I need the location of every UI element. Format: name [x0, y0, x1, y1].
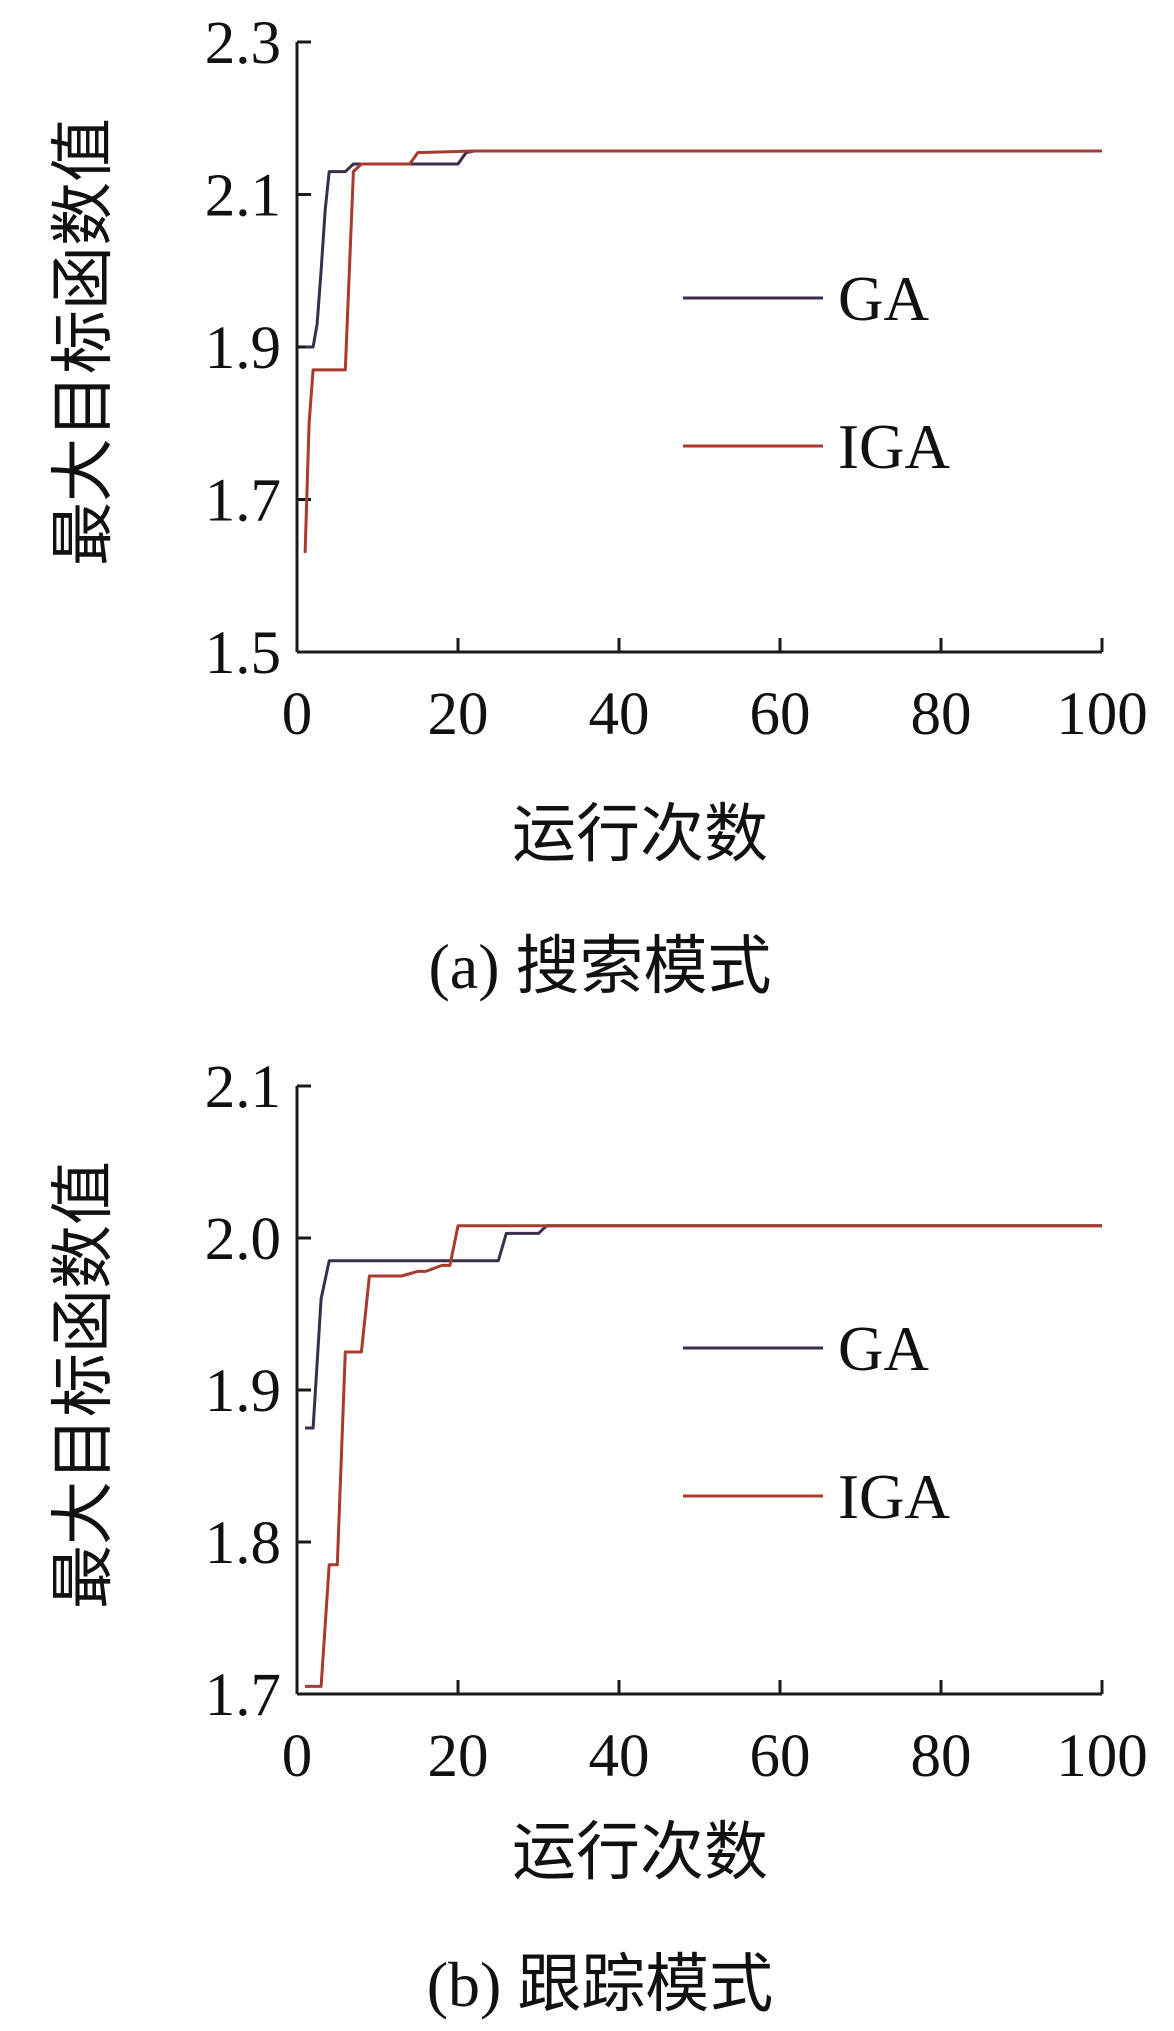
caption-b: (b) 跟踪模式	[427, 1949, 774, 2020]
y-tick-label: 1.7	[205, 468, 281, 535]
legend-label-ga: GA	[838, 1314, 929, 1384]
y-tick-label: 2.1	[205, 163, 281, 230]
series-line-ga-b	[305, 1224, 1102, 1430]
panel-b: 1.7 1.8 1.9 2.0 2.1 0 20 40 60 80 100 GA IGA 运行次数 最大…	[48, 1054, 1148, 2020]
y-tick-label: 1.7	[205, 1662, 281, 1729]
x-tick-label: 60	[750, 681, 811, 748]
y-tick-label: 1.5	[205, 620, 281, 687]
x-tick-label: 40	[589, 681, 650, 748]
x-tick-label: 100	[1056, 1723, 1148, 1790]
y-tick-label: 1.8	[205, 1510, 281, 1577]
x-tick-label: 20	[428, 681, 489, 748]
x-tick-label: 40	[589, 1723, 650, 1790]
x-axis-label-a: 运行次数	[512, 799, 768, 870]
plot-area-a: 1.5 1.7 1.9 2.1 2.3 0 20 40 60 80 100 GA IGA	[205, 10, 1148, 748]
series-line-iga-b	[305, 1224, 1102, 1688]
legend-label-ga: GA	[838, 264, 929, 334]
x-tick-label: 20	[428, 1723, 489, 1790]
y-tick-label: 1.9	[205, 315, 281, 382]
y-tick-label: 2.0	[205, 1206, 281, 1273]
legend-label-iga: IGA	[838, 412, 950, 482]
x-tick-label: 0	[282, 681, 313, 748]
legend-label-iga: IGA	[838, 1462, 950, 1532]
caption-a: (a) 搜索模式	[428, 931, 771, 1002]
x-tick-label: 100	[1056, 681, 1148, 748]
x-axis-label-b: 运行次数	[512, 1817, 768, 1888]
plot-area-b: 1.7 1.8 1.9 2.0 2.1 0 20 40 60 80 100 GA IGA	[205, 1054, 1148, 1790]
x-tick-label: 60	[750, 1723, 811, 1790]
x-tick-label: 0	[282, 1723, 313, 1790]
x-tick-label: 80	[911, 681, 972, 748]
y-axis-label-b: 最大目标函数值	[48, 1161, 119, 1609]
y-tick-label: 2.1	[205, 1054, 281, 1121]
panel-a: 1.5 1.7 1.9 2.1 2.3 0 20 40 60 80 100 GA IGA 运行次数 最大…	[48, 10, 1148, 1002]
series-line-ga-a	[305, 149, 1102, 349]
y-tick-label: 2.3	[205, 10, 281, 77]
x-tick-label: 80	[911, 1723, 972, 1790]
series-line-iga-a	[303, 149, 1102, 553]
y-axis-label-a: 最大目标函数值	[48, 118, 119, 566]
y-tick-label: 1.9	[205, 1358, 281, 1425]
